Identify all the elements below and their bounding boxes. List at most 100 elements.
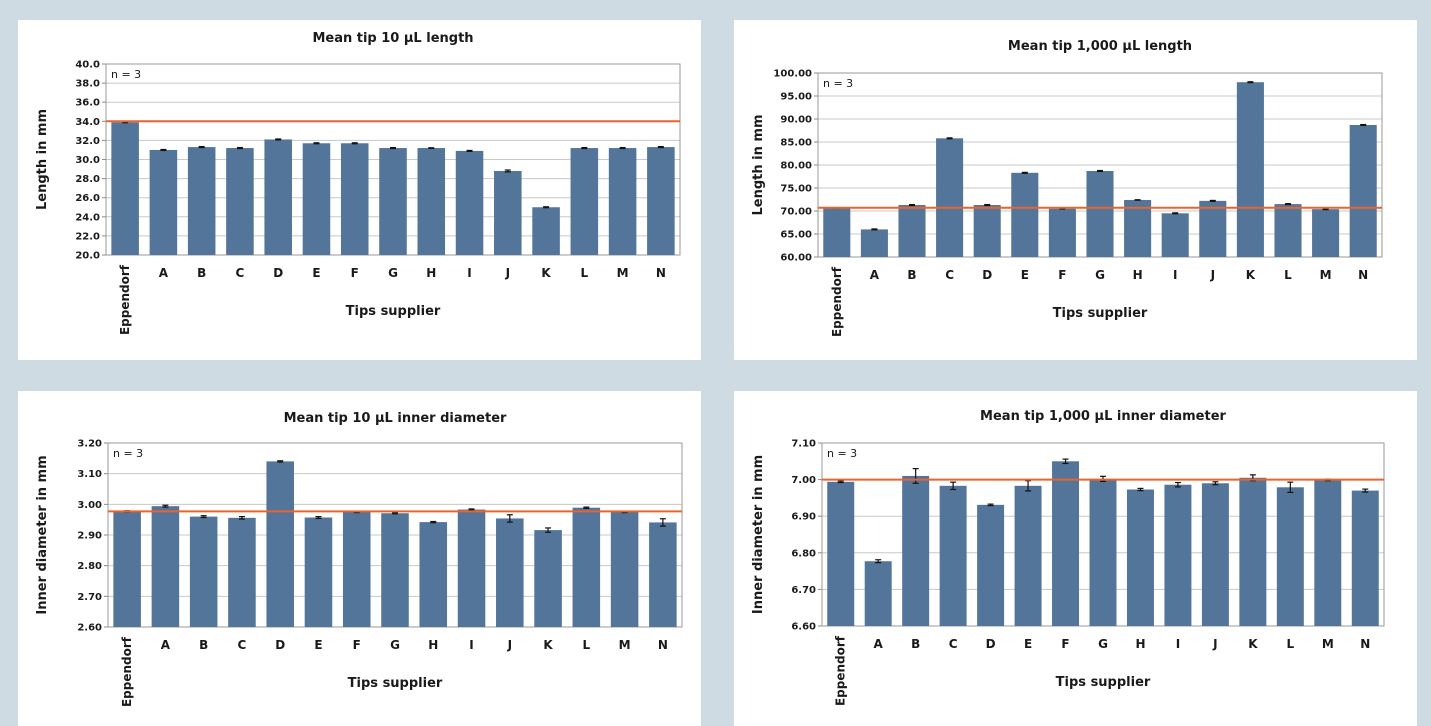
x-category-label: C [945,268,954,282]
sample-size-annotation: n = 3 [823,77,853,90]
y-axis-label: Inner diameter in mm [751,455,766,614]
error-bar [1097,169,1103,173]
chart-panel-10ul-inner-diameter: Mean tip 10 µL inner diameter 2.60 2.70 2.8… [18,391,701,726]
bar-l [570,148,599,255]
x-category-label: I [1173,268,1177,282]
bar-d [266,461,294,627]
x-category-label: D [986,637,996,651]
y-tick-label: 2.60 [77,623,102,634]
bar-f [1048,208,1076,257]
y-tick-label: 38.0 [75,79,100,90]
x-category-label: N [1358,268,1368,282]
error-bar [428,147,435,149]
x-category-label: I [469,638,473,652]
bar-g [379,148,407,255]
bar-j [494,170,522,255]
error-bar [950,481,957,491]
bar-j [1201,483,1229,626]
bar-i [1164,484,1192,626]
y-tick-label: 3.10 [77,469,102,480]
x-category-label: K [543,638,553,652]
x-category-label: J [507,638,512,652]
error-bar [583,506,590,509]
y-tick-label: 7.00 [791,475,816,486]
x-category-label: M [1322,637,1334,651]
x-category-label: F [1061,637,1069,651]
y-tick-label: 22.0 [75,231,100,242]
y-tick-label: 65.00 [780,230,812,241]
y-tick-label: 6.90 [791,512,816,523]
y-tick-label: 28.0 [75,174,100,185]
chart-svg: Mean tip 1,000 µL inner diameter 6.60 6.70… [751,409,1385,706]
x-category-label: G [388,266,398,280]
bar-i [1161,213,1189,257]
error-bar [545,527,552,533]
chart-panel-10ul-length: Mean tip 10 µL length 20.0 22.0 24.0 26.0 28.… [18,20,701,360]
error-bar [162,504,169,508]
error-bar [581,146,588,150]
y-tick-label: 100.00 [773,69,812,80]
chart-panel-1000ul-length: Mean tip 1,000 µL length 60.00 65.00 70.00 7… [734,20,1417,360]
bar-l [1274,204,1302,257]
bar-eppendorf [111,122,139,255]
x-category-label: M [619,638,631,652]
bar-e [1011,172,1039,257]
y-tick-label: 40.0 [75,60,100,71]
error-bar [1247,81,1254,84]
x-category-label: F [1058,268,1066,282]
bar-k [532,207,560,255]
chart-title: Mean tip 10 µL inner diameter [284,411,507,426]
y-tick-label: 80.00 [780,161,812,172]
bar-i [457,509,486,627]
x-category-label: K [1248,637,1258,651]
bar-i [455,150,484,255]
bar-c [226,148,254,255]
error-bar [160,148,167,152]
bar-a [151,506,180,627]
y-tick-label: 90.00 [780,115,812,126]
error-bar [351,142,358,145]
bar-b [187,147,216,255]
chart-title: Mean tip 1,000 µL length [1008,39,1192,54]
error-bar [315,515,322,520]
bar-m [610,512,639,627]
bar-c [936,138,964,257]
y-tick-label: 30.0 [75,155,100,166]
y-tick-label: 2.70 [77,592,102,603]
bar-h [417,148,446,255]
bar-n [649,522,677,627]
error-bar [1322,208,1329,211]
bar-eppendorf [823,207,851,257]
x-category-label: E [1024,637,1032,651]
x-category-label: B [197,266,206,280]
bar-a [864,561,892,626]
bar-f [1052,461,1080,626]
y-tick-label: 85.00 [780,138,812,149]
x-category-label: M [617,266,629,280]
y-tick-label: 34.0 [75,117,100,128]
error-bar [984,203,991,207]
x-category-label: B [199,638,208,652]
error-bar [1137,487,1144,492]
x-category-label: K [1246,268,1256,282]
error-bar [313,142,320,145]
bar-h [1124,199,1152,257]
bar-j [496,518,524,627]
y-tick-label: 95.00 [780,92,812,103]
error-bar [1362,488,1369,493]
error-bar [837,480,844,484]
bar-e [304,517,333,627]
x-category-label: F [351,266,359,280]
x-category-label: B [907,268,916,282]
error-bar [1172,212,1179,215]
error-bar [1360,123,1367,127]
x-category-label: L [1284,268,1292,282]
error-bar [468,508,475,511]
x-category-label: Eppendorf [830,266,844,337]
x-category-label: L [581,266,589,280]
error-bar [200,515,207,519]
bar-g [1086,170,1114,257]
error-bar [912,468,919,484]
bar-j [1199,200,1227,257]
chart-svg: Mean tip 1,000 µL length 60.00 65.00 70.00 7… [751,39,1383,337]
